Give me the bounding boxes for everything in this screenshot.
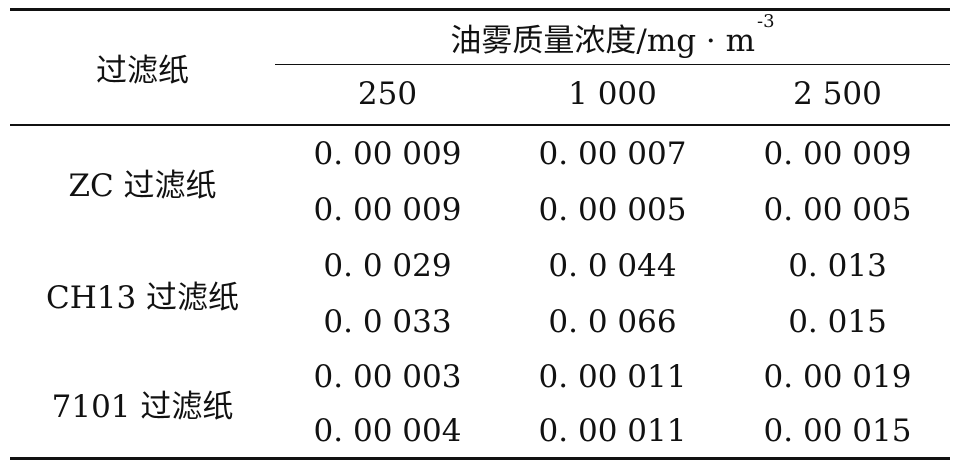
column-group-title: 油雾质量浓度/mg · m -3 bbox=[275, 10, 950, 64]
table-cell: 0. 0 066 bbox=[548, 304, 677, 340]
table-cell: 0. 00 005 bbox=[763, 192, 912, 228]
column-header-2500: 2 500 bbox=[793, 76, 882, 112]
table-cell: 0. 013 bbox=[788, 248, 887, 284]
table-cell: 0. 015 bbox=[788, 304, 887, 340]
table-cell: 0. 00 011 bbox=[538, 359, 687, 395]
column-header-250: 250 bbox=[357, 76, 418, 112]
unit-exponent: -3 bbox=[757, 10, 775, 32]
group-label-7101: 7101 过滤纸 bbox=[51, 388, 234, 425]
table-cell: 0. 00 007 bbox=[538, 136, 687, 172]
table-cell: 0. 00 015 bbox=[763, 413, 912, 449]
table-cell: 0. 00 009 bbox=[313, 192, 462, 228]
column-group-title-text: 油雾质量浓度/mg · m bbox=[450, 22, 756, 59]
table-cell: 0. 00 003 bbox=[313, 359, 462, 395]
table-bottom-rule bbox=[10, 457, 950, 460]
table-cell: 0. 0 029 bbox=[323, 248, 452, 284]
table-cell: 0. 00 004 bbox=[313, 413, 462, 449]
row-header-title-text: 过滤纸 bbox=[96, 52, 189, 89]
table-cell: 0. 00 019 bbox=[763, 359, 912, 395]
column-header-1000: 1 000 bbox=[568, 76, 657, 112]
table-cell: 0. 00 005 bbox=[538, 192, 687, 228]
data-table: 过滤纸 油雾质量浓度/mg · m -3 250 1 000 2 500 ZC 过… bbox=[10, 8, 950, 460]
table-cell: 0. 00 011 bbox=[538, 413, 687, 449]
row-header-title: 过滤纸 bbox=[10, 10, 275, 124]
group-label-zc: ZC 过滤纸 bbox=[68, 167, 217, 204]
table-cell: 0. 0 033 bbox=[323, 304, 452, 340]
table-top-rule bbox=[10, 8, 950, 11]
group-label-ch13: CH13 过滤纸 bbox=[45, 279, 240, 316]
table-cell: 0. 00 009 bbox=[313, 136, 462, 172]
column-group-rule bbox=[275, 64, 950, 66]
table-cell: 0. 00 009 bbox=[763, 136, 912, 172]
table-cell: 0. 0 044 bbox=[548, 248, 677, 284]
header-bottom-rule bbox=[10, 124, 950, 126]
